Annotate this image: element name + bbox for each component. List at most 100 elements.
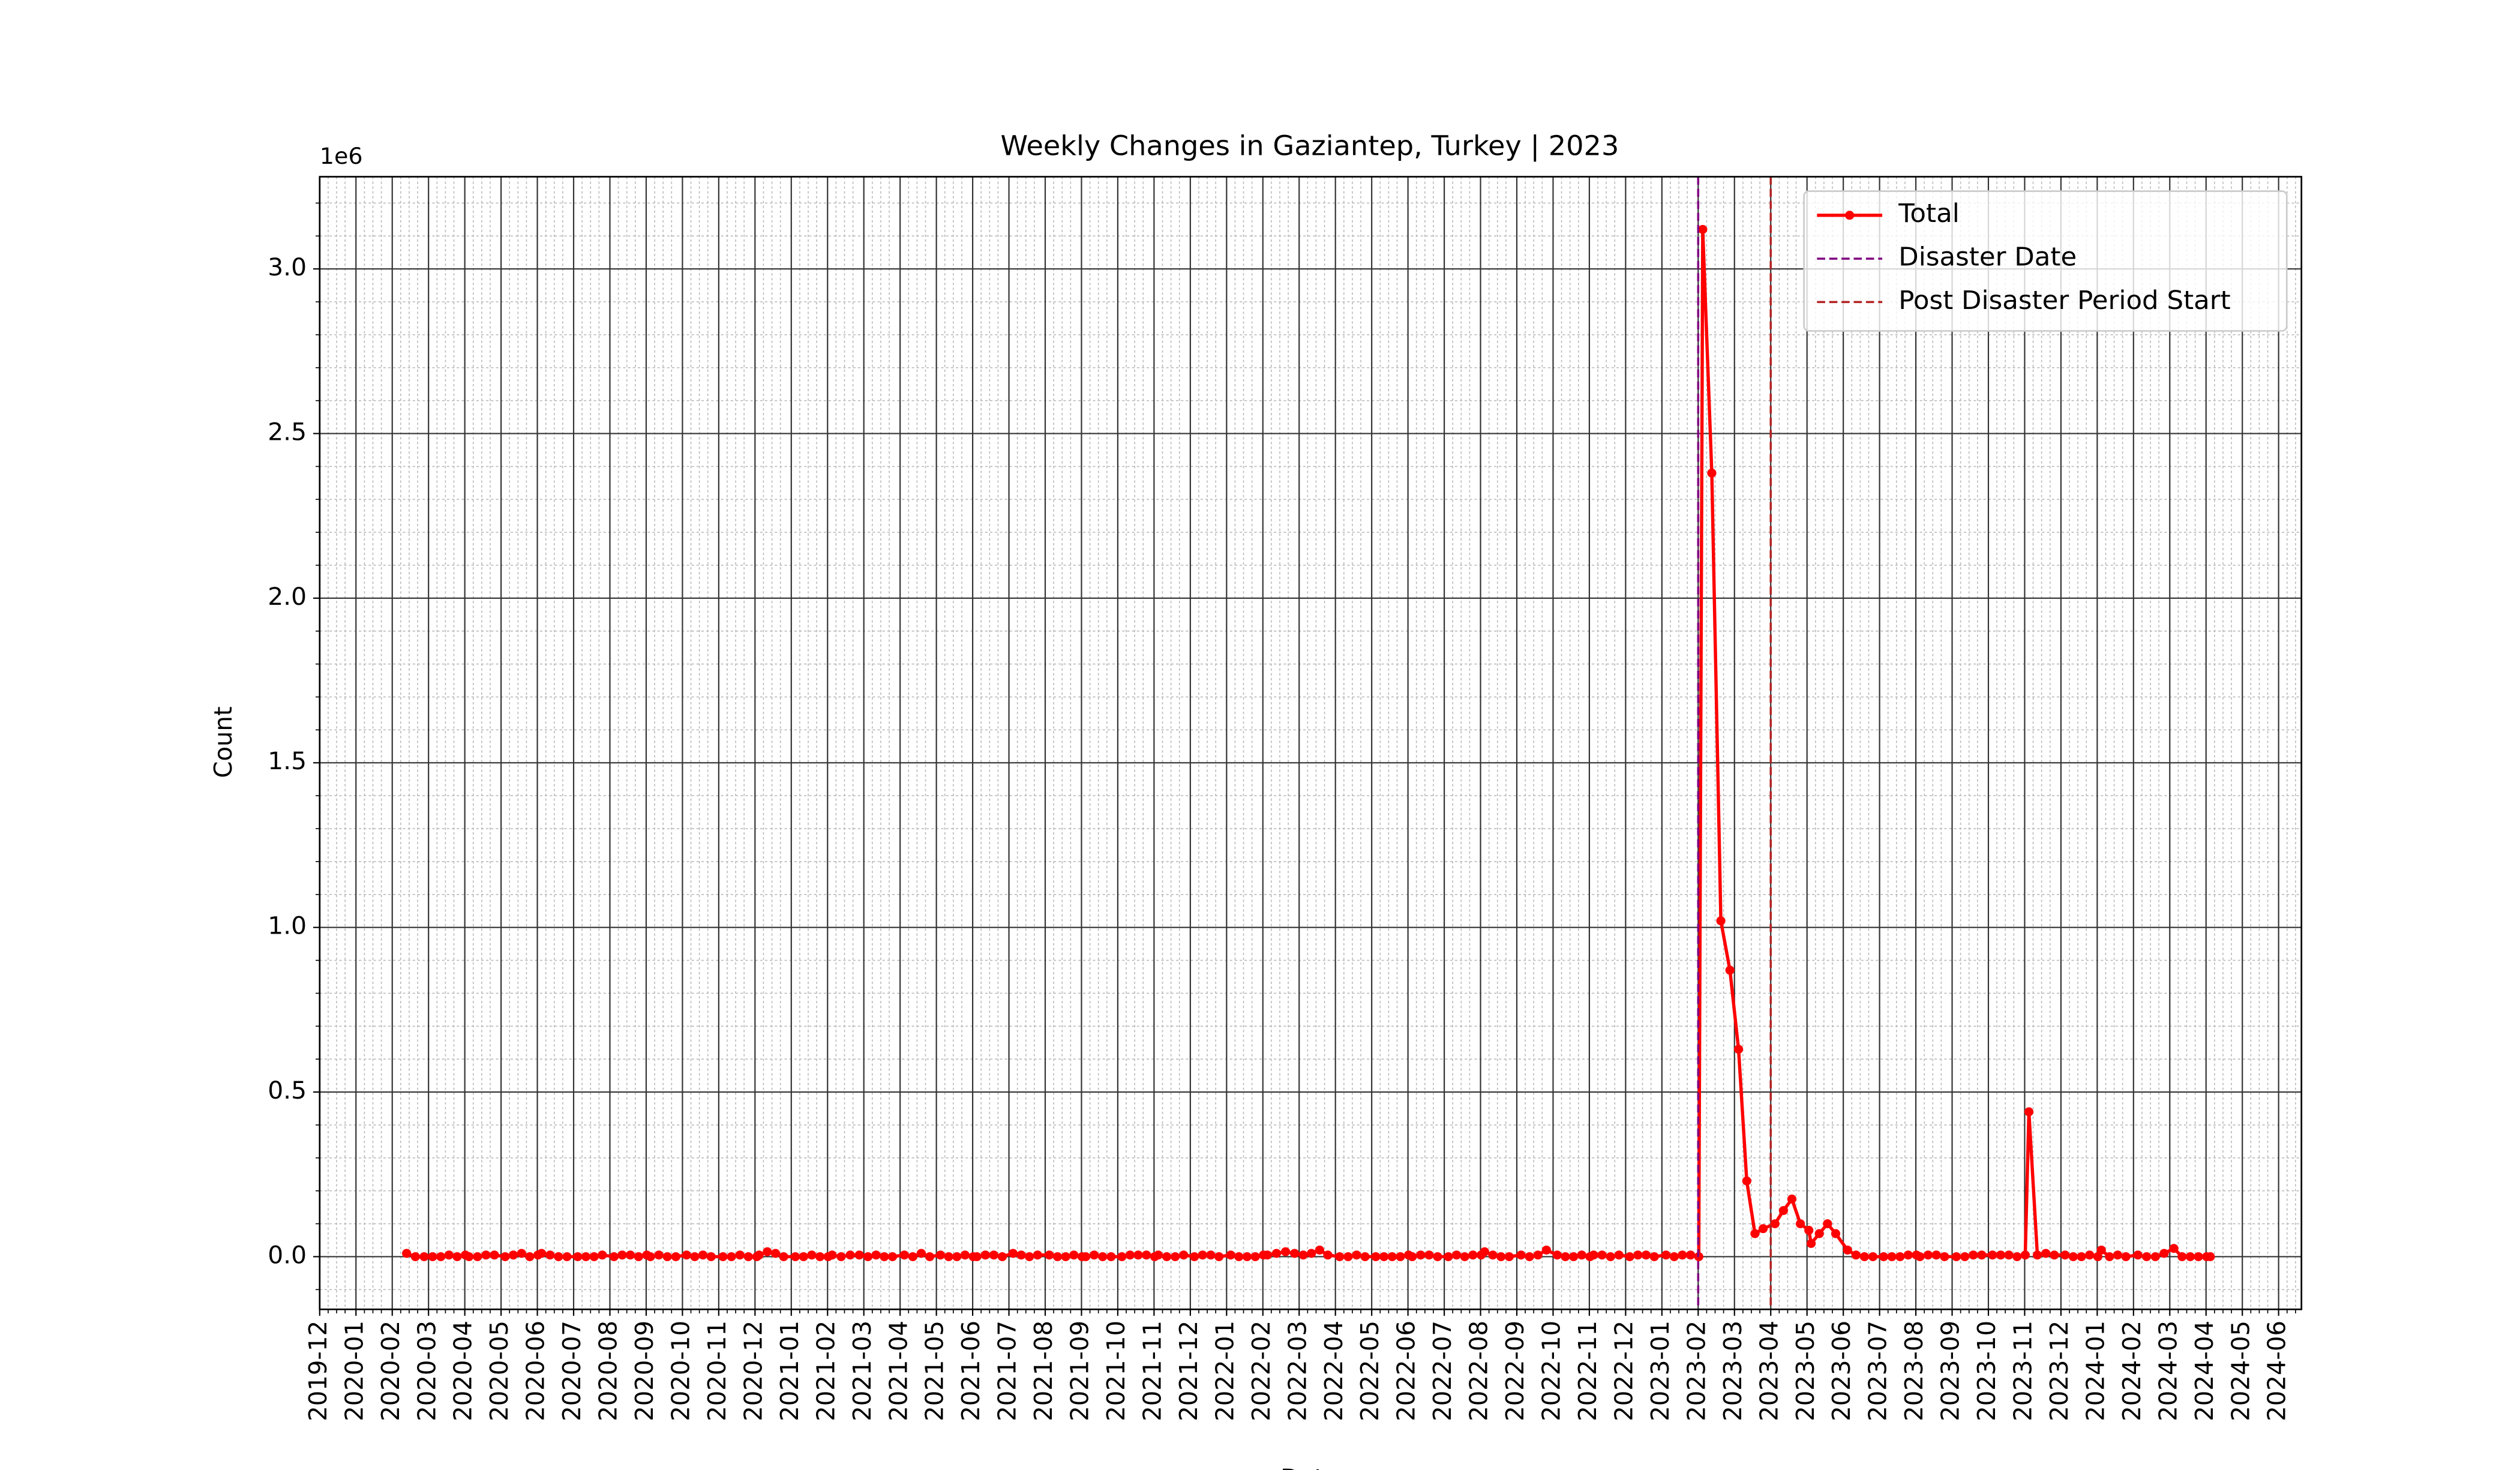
series-marker (1142, 1250, 1151, 1260)
series-marker (908, 1252, 917, 1261)
x-tick-label: 2022-11 (1573, 1321, 1602, 1421)
series-marker (2206, 1252, 2215, 1261)
series-marker (1678, 1250, 1687, 1260)
series-marker (1214, 1252, 1224, 1261)
series-marker (617, 1250, 627, 1260)
x-tick-label: 2022-02 (1247, 1321, 1276, 1421)
series-marker (1851, 1250, 1861, 1260)
x-tick-label: 2020-10 (666, 1321, 695, 1421)
series-marker (2068, 1252, 2078, 1261)
series-marker (1533, 1250, 1543, 1260)
series-marker (799, 1252, 808, 1261)
series-marker (1887, 1252, 1897, 1261)
x-tick-label: 2024-05 (2226, 1321, 2255, 1421)
series-marker (1859, 1252, 1870, 1261)
series-marker (1234, 1252, 1244, 1261)
series-marker (1496, 1252, 1506, 1261)
series-marker (1242, 1252, 1252, 1261)
series-marker (2004, 1250, 2014, 1260)
series-marker (698, 1250, 708, 1260)
series-marker (1162, 1252, 1172, 1261)
x-tick-label: 2021-08 (1029, 1321, 1058, 1421)
series-marker (1106, 1252, 1116, 1261)
series-marker (2169, 1244, 2179, 1253)
series-marker (1686, 1250, 1696, 1260)
series-marker (1641, 1250, 1651, 1260)
series-marker (473, 1252, 482, 1261)
series-marker (1940, 1252, 1949, 1261)
series-marker (609, 1252, 619, 1261)
x-tick-label: 2022-01 (1210, 1321, 1239, 1421)
series-marker (1561, 1252, 1570, 1261)
x-tick-label: 2020-04 (448, 1321, 477, 1421)
series-marker (1552, 1250, 1562, 1260)
series-marker (1915, 1252, 1925, 1261)
x-tick-label: 2020-09 (630, 1321, 659, 1421)
series-marker (2032, 1250, 2042, 1260)
x-tick-label: 2023-07 (1863, 1321, 1892, 1421)
series-marker (1951, 1252, 1961, 1261)
series-marker (1977, 1250, 1987, 1260)
x-tick-label: 2021-02 (811, 1321, 840, 1421)
x-tick-label: 2022-03 (1283, 1321, 1312, 1421)
series-marker (2060, 1250, 2070, 1260)
series-marker (1408, 1252, 1417, 1261)
series-marker (1895, 1252, 1905, 1261)
x-tick-label: 2020-05 (485, 1321, 514, 1421)
series-marker (1669, 1252, 1679, 1261)
legend-box (1803, 190, 2288, 332)
series-marker (1770, 1219, 1780, 1229)
series-marker (581, 1252, 591, 1261)
series-marker (899, 1250, 909, 1260)
series-marker (763, 1247, 772, 1256)
series-marker (1988, 1250, 1997, 1260)
series-marker (1633, 1250, 1643, 1260)
series-marker (634, 1252, 643, 1261)
series-marker (925, 1252, 935, 1261)
series-marker (444, 1250, 454, 1260)
series-marker (791, 1252, 800, 1261)
series-marker (1707, 468, 1717, 478)
series-marker (1516, 1250, 1526, 1260)
series-marker (2159, 1249, 2169, 1258)
series-marker (944, 1252, 953, 1261)
series-marker (2113, 1250, 2123, 1260)
series-marker (1460, 1252, 1469, 1261)
x-tick-label: 2020-06 (521, 1321, 550, 1421)
series-marker (972, 1252, 982, 1261)
y-tick-label: 2.5 (268, 418, 307, 446)
axes-frame (319, 176, 2303, 1310)
x-tick-label: 2021-06 (956, 1321, 985, 1421)
series-marker (1198, 1250, 1207, 1260)
series-marker (682, 1250, 691, 1260)
series-marker (2012, 1252, 2022, 1261)
series-marker (1133, 1250, 1143, 1260)
y-axis-label: Count (209, 706, 238, 778)
y-tick-label: 1.5 (268, 747, 307, 776)
series-marker (1868, 1252, 1878, 1261)
series-marker (490, 1250, 499, 1260)
series-marker (2194, 1252, 2203, 1261)
series-marker (1661, 1250, 1671, 1260)
series-marker (1033, 1250, 1042, 1260)
series-marker (1206, 1250, 1216, 1260)
x-tick-label: 2020-11 (703, 1321, 731, 1421)
series-marker (598, 1250, 607, 1260)
series-marker (871, 1250, 881, 1260)
series-marker (573, 1252, 583, 1261)
series-marker (1052, 1252, 1063, 1261)
x-tick-label: 2020-02 (376, 1321, 405, 1421)
series-marker (1280, 1247, 1291, 1256)
x-tick-label: 2022-12 (1609, 1321, 1638, 1421)
series-marker (1716, 916, 1726, 926)
series-marker (1960, 1252, 1970, 1261)
series-marker (589, 1252, 599, 1261)
series-marker (1843, 1245, 1852, 1255)
series-marker (671, 1252, 680, 1261)
series-marker (1504, 1252, 1514, 1261)
series-marker (1778, 1206, 1788, 1216)
series-marker (481, 1250, 491, 1260)
y-tick-label: 3.0 (268, 253, 307, 281)
series-marker (1996, 1250, 2006, 1260)
